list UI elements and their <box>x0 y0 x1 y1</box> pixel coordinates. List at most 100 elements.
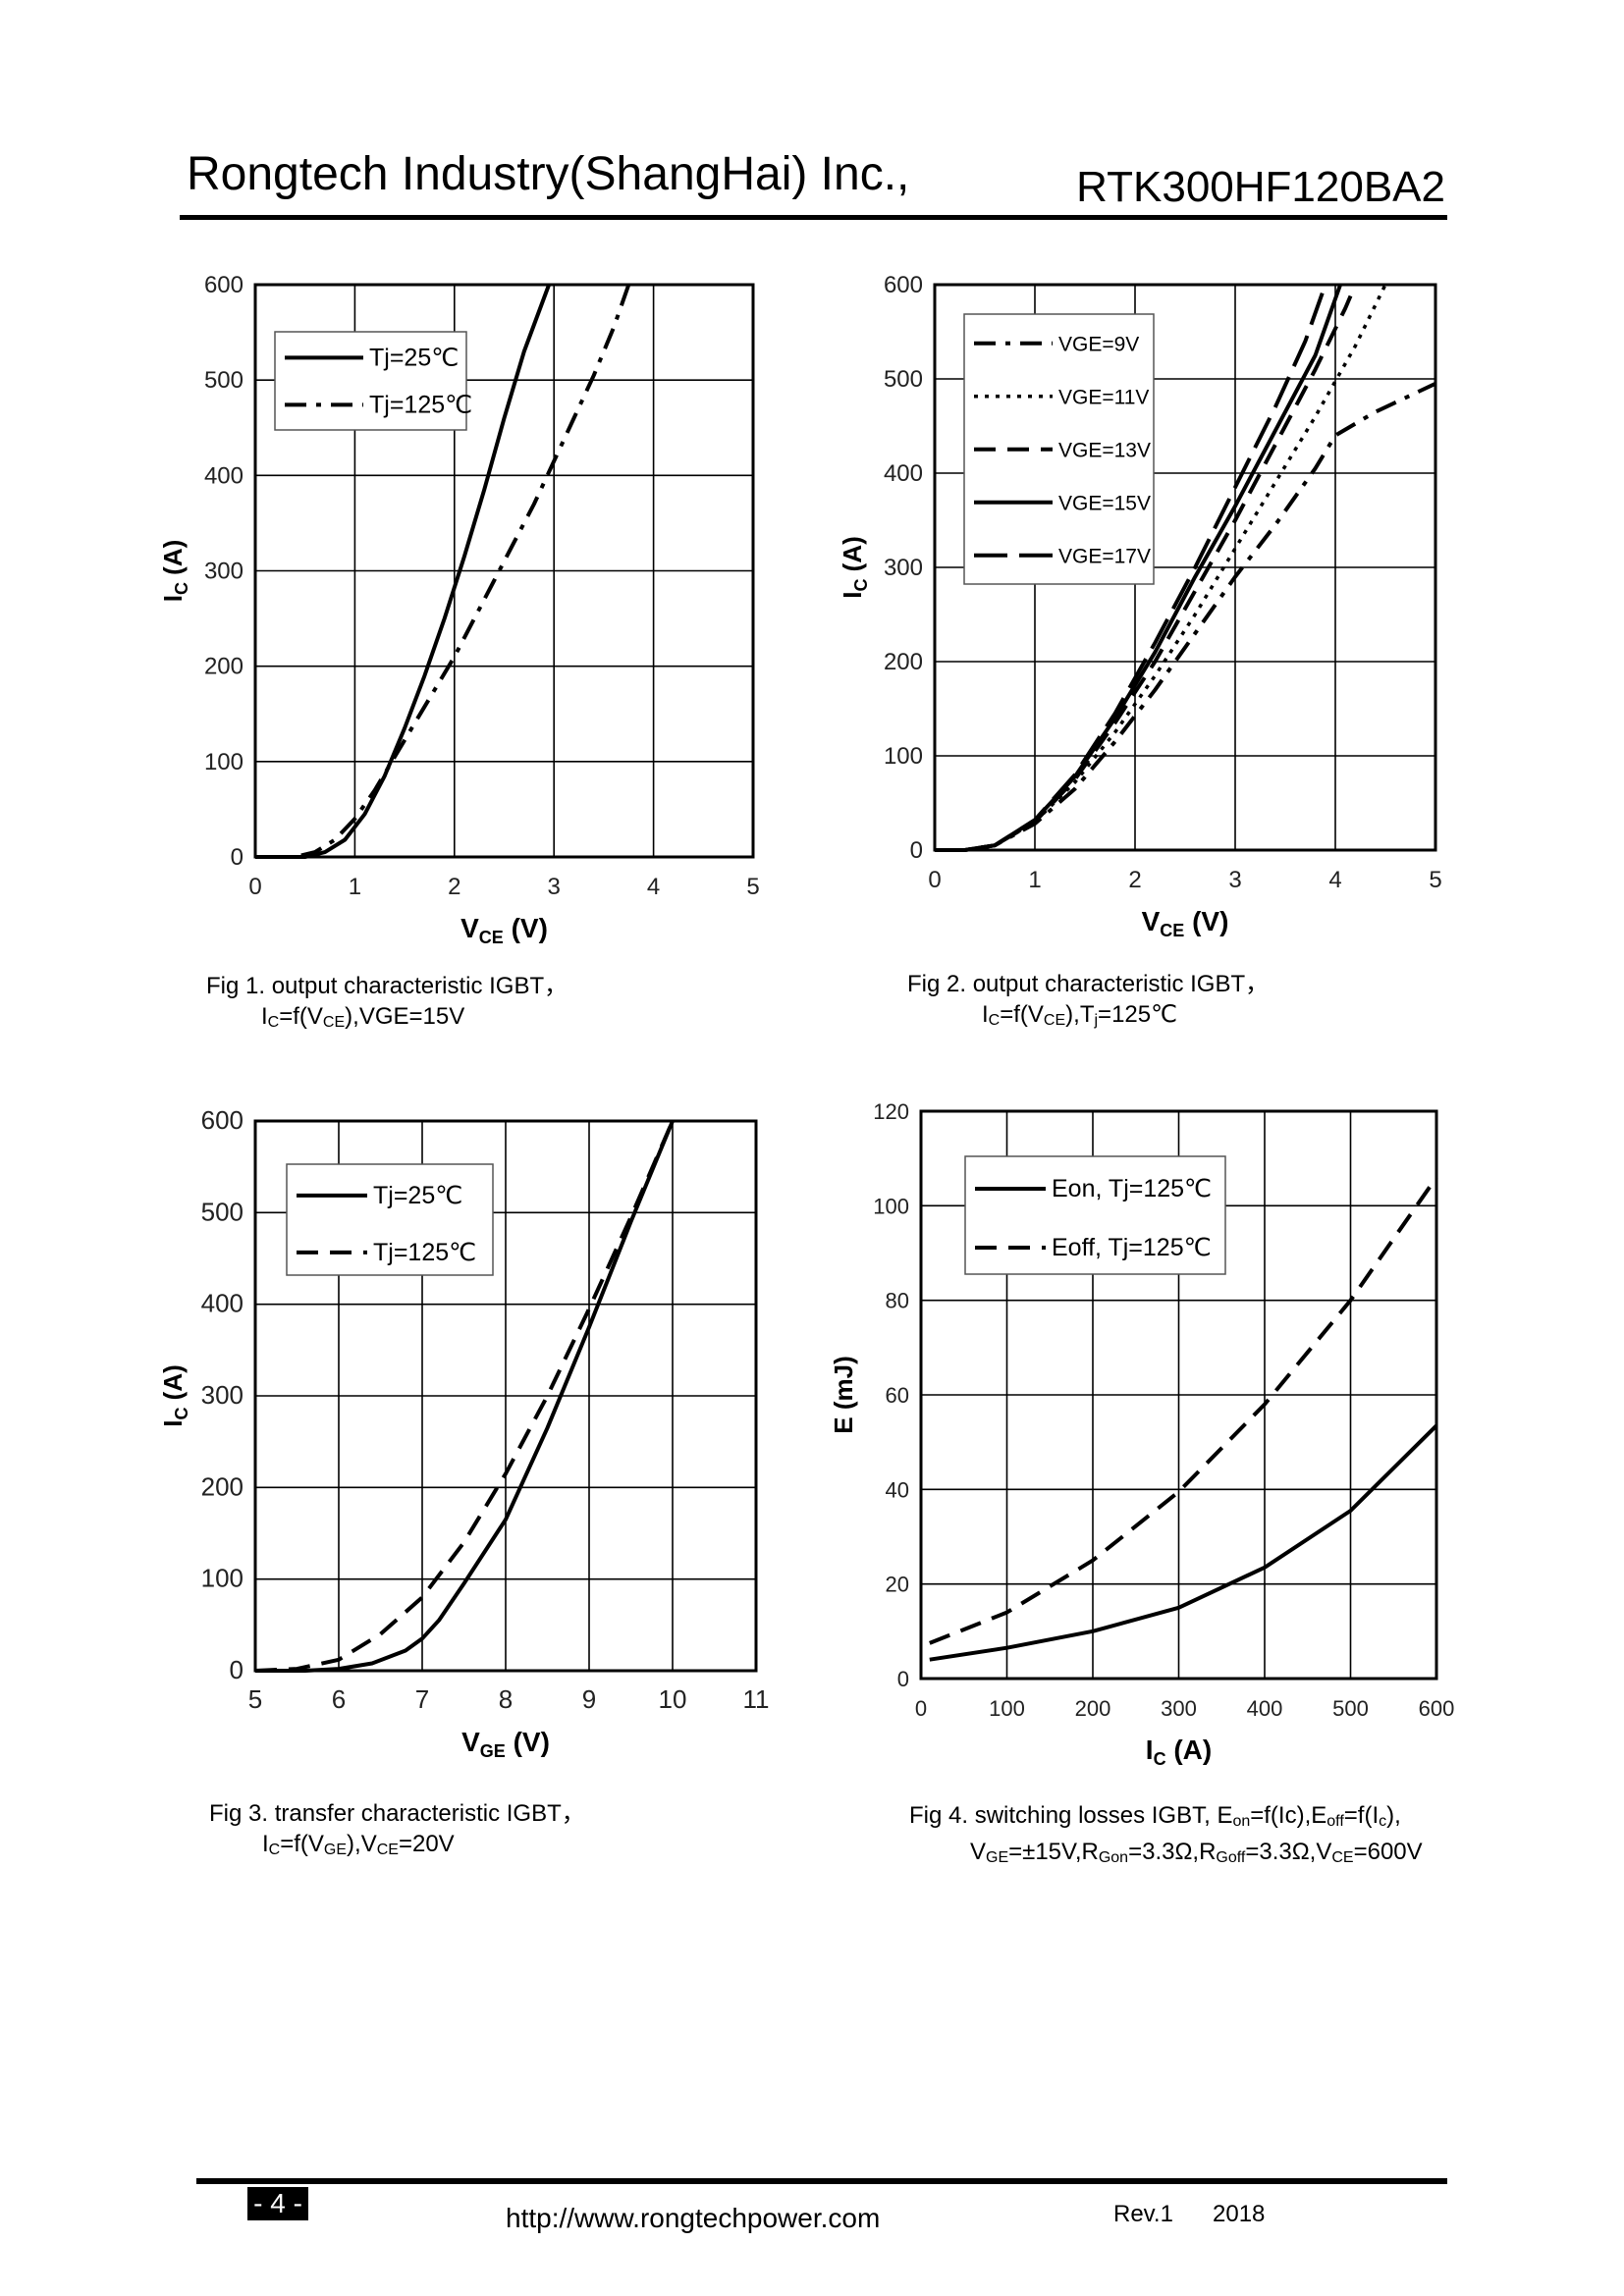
fig2-ytick-label: 0 <box>910 837 923 864</box>
fig2-series-5-line <box>935 284 1327 852</box>
fig2-ylabel: IC (A) <box>838 536 871 599</box>
fig3-xtick-label: 11 <box>743 1684 770 1714</box>
fig1-legend-label-1: Tj=25℃ <box>369 344 459 371</box>
fig1-series-1-line <box>255 284 551 859</box>
fig4-legend-label-1: Eon, Tj=125℃ <box>1052 1175 1212 1202</box>
fig2-caption-line2: IC=f(VCE),Tj=125℃ <box>982 1001 1178 1029</box>
fig3-plot-frame <box>253 1119 758 1673</box>
fig1-xtick-label: 4 <box>647 874 660 900</box>
fig2-xtick-label: 5 <box>1429 867 1441 893</box>
fig1-xtick-label: 5 <box>746 874 759 900</box>
fig1-caption-line2: IC=f(VCE),VGE=15V <box>261 1003 465 1031</box>
fig4-caption-line1: Fig 4. switching losses IGBT, Eon=f(Ic),… <box>909 1802 1401 1830</box>
fig4-ytick-label: 20 <box>886 1573 909 1597</box>
fig3-series-2-line <box>254 1120 675 1673</box>
fig1-ytick-label: 0 <box>231 844 244 871</box>
fig1-xtick-label: 3 <box>548 874 561 900</box>
footer-year: 2018 <box>1213 2201 1266 2227</box>
fig4-ytick-label: 100 <box>873 1194 909 1218</box>
fig1-series-2-line <box>255 284 631 859</box>
fig4-xtick-label: 200 <box>1075 1696 1111 1721</box>
fig3-xtick-label: 5 <box>248 1684 262 1714</box>
fig2-legend-label-3: VGE=13V <box>1058 440 1151 462</box>
fig1-ytick-label: 300 <box>204 559 244 585</box>
fig4-xtick-label: 600 <box>1419 1696 1455 1721</box>
fig2-xtick-label: 4 <box>1328 867 1341 893</box>
fig4-legend: Eon, Tj=125℃ Eoff, Tj=125℃ <box>964 1155 1226 1275</box>
fig4-ytick-label: 0 <box>897 1667 909 1691</box>
fig3-ytick-label: 500 <box>201 1197 244 1226</box>
fig2-ytick-label: 400 <box>884 460 923 487</box>
fig4-series-2-line <box>929 1176 1438 1645</box>
fig2-ytick-label: 500 <box>884 366 923 393</box>
footer-url[interactable]: http://www.rongtechpower.com <box>506 2203 881 2233</box>
fig4-xtick-label: 500 <box>1332 1696 1369 1721</box>
fig2-ytick-label: 100 <box>884 743 923 770</box>
fig1-svg: 0 1 2 3 4 5 0 100 200 300 400 500 600 Tj=25℃ Tj=125℃ VC… <box>158 272 760 947</box>
fig3-xtick-label: 8 <box>499 1684 513 1714</box>
fig3-ytick-label: 300 <box>201 1380 244 1410</box>
fig2-series-1-line <box>935 381 1436 852</box>
fig4-xtick-label: 300 <box>1161 1696 1197 1721</box>
fig1-legend: Tj=25℃ Tj=125℃ <box>274 331 472 431</box>
fig3-xlabel: VGE (V) <box>461 1727 550 1761</box>
fig2-caption-line1: Fig 2. output characteristic IGBT， <box>907 971 1270 997</box>
fig3-ytick-label: 0 <box>230 1655 244 1684</box>
fig1-ytick-label: 400 <box>204 462 244 489</box>
fig3-ytick-label: 400 <box>201 1289 244 1318</box>
fig3-ytick-label: 100 <box>201 1564 244 1593</box>
fig1-legend-label-2: Tj=125℃ <box>369 391 472 418</box>
fig3-caption: Fig 3. transfer characteristic IGBT， IC=… <box>209 1798 585 1865</box>
fig2-svg: 0 1 2 3 4 50100200300400500600VGE=9VVGE=11VVG… <box>838 272 1442 940</box>
fig4-plot-frame <box>919 1109 1438 1681</box>
fig3-xtick-label: 7 <box>415 1684 429 1714</box>
fig4-ytick-label: 80 <box>886 1289 909 1313</box>
fig2-xtick-label: 0 <box>928 867 941 893</box>
fig4-chart: 0 100 200 300 400 500 600 0 20 40 60 80 100 120 Eon, T… <box>825 1090 1455 1787</box>
footer-revision: Rev.1 <box>1113 2201 1173 2227</box>
fig1-caption: Fig 1. output characteristic IGBT， IC=f(… <box>206 971 568 1038</box>
fig1-ytick-label: 500 <box>204 367 244 394</box>
fig1-ytick-label: 200 <box>204 654 244 680</box>
fig1-legend-box <box>274 331 467 431</box>
fig1-ylabel: IC (A) <box>158 540 191 603</box>
fig2-legend-label-1: VGE=9V <box>1058 334 1139 356</box>
fig1-xlabel: VCE (V) <box>460 913 548 947</box>
fig3-caption-line2: IC=f(VGE),VCE=20V <box>262 1831 455 1858</box>
fig3-series-1-line <box>255 1120 675 1673</box>
fig3-ylabel: IC (A) <box>158 1364 191 1427</box>
fig3-plot: 5 6 7 8 9 10 11 0 100 200 300 400 500 600 Tj=25℃ Tj=125… <box>158 1105 770 1761</box>
fig2-xtick-label: 3 <box>1228 867 1241 893</box>
fig2-ytick-label: 600 <box>884 272 923 298</box>
fig3-xtick-label: 9 <box>582 1684 596 1714</box>
part-number: RTK300HF120BA2 <box>1076 163 1445 211</box>
fig4-svg: 0 100 200 300 400 500 600 0 20 40 60 80 100 120 Eon, T… <box>829 1099 1455 1769</box>
company-name: Rongtech Industry(ShangHai) Inc., <box>187 148 910 200</box>
fig2-legend-label-4: VGE=15V <box>1058 493 1151 515</box>
fig4-legend-box <box>964 1155 1226 1275</box>
fig1-ytick-label: 600 <box>204 272 244 298</box>
footer-rule <box>196 2178 1447 2184</box>
fig4-xtick-label: 0 <box>915 1696 927 1721</box>
fig1-chart: 0 1 2 3 4 5 0 100 200 300 400 500 600 Tj=25℃ Tj=125℃ VC… <box>157 270 785 957</box>
fig2-xtick-label: 1 <box>1028 867 1041 893</box>
fig2-plot: 0 1 2 3 4 50100200300400500600VGE=9VVGE=11VVG… <box>838 272 1442 940</box>
fig3-chart: 5 6 7 8 9 10 11 0 100 200 300 400 500 600 Tj=25℃ Tj=125… <box>157 1099 785 1787</box>
fig1-xtick-label: 0 <box>248 874 261 900</box>
fig1-ytick-label: 100 <box>204 749 244 775</box>
fig4-ytick-label: 120 <box>873 1099 909 1124</box>
fig3-xtick-label: 10 <box>659 1684 687 1714</box>
fig2-xlabel: VCE (V) <box>1142 906 1229 940</box>
fig2-ytick-label: 300 <box>884 555 923 581</box>
fig2-legend-label-5: VGE=17V <box>1058 546 1151 568</box>
page-number: - 4 - <box>247 2187 308 2220</box>
fig4-ylabel: E (mJ) <box>829 1356 858 1433</box>
fig2-series-3-line <box>935 284 1358 852</box>
fig2-ytick-label: 200 <box>884 649 923 675</box>
fig4-legend-label-2: Eoff, Tj=125℃ <box>1052 1234 1212 1261</box>
fig1-xtick-label: 1 <box>349 874 361 900</box>
fig4-xlabel: IC (A) <box>1146 1735 1212 1769</box>
fig2-legend: VGE=9V VGE=11V VGE=13V VGE=15V VGE=17V <box>963 313 1155 585</box>
fig2-legend-label-2: VGE=11V <box>1058 387 1149 409</box>
fig2-caption: Fig 2. output characteristic IGBT， IC=f(… <box>907 969 1269 1036</box>
